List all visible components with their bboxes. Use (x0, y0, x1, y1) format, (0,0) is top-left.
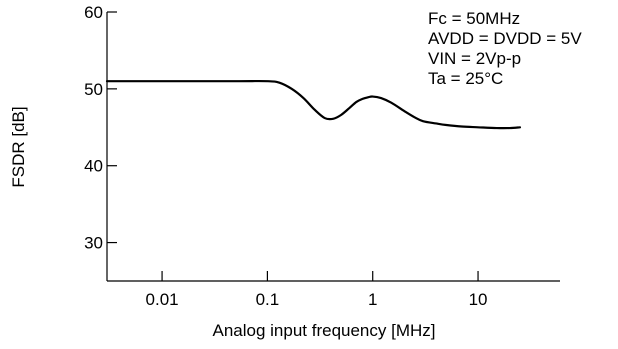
fsdr-curve (105, 79, 522, 130)
condition-ta: Ta = 25°C (428, 69, 503, 88)
y-axis-title: FSDR [dB] (9, 106, 28, 187)
y-tick-label: 30 (84, 234, 103, 253)
condition-avdd: AVDD = DVDD = 5V (428, 29, 582, 48)
condition-vin: VIN = 2Vp-p (428, 49, 521, 68)
conditions-block: Fc = 50MHz AVDD = DVDD = 5V VIN = 2Vp-p … (428, 9, 582, 88)
ticks: 30 40 50 60 0.01 0.1 1 10 (84, 3, 487, 309)
y-tick-label: 40 (84, 157, 103, 176)
y-tick-label: 50 (84, 80, 103, 99)
axes (106, 12, 560, 282)
x-tick-label: 1 (368, 290, 377, 309)
y-tick-label: 60 (84, 3, 103, 22)
x-tick-label: 0.01 (146, 290, 179, 309)
condition-fc: Fc = 50MHz (428, 9, 520, 28)
x-tick-label: 10 (469, 290, 488, 309)
series-group (105, 79, 522, 130)
x-tick-label: 0.1 (256, 290, 280, 309)
x-axis-title: Analog input frequency [MHz] (212, 321, 435, 340)
